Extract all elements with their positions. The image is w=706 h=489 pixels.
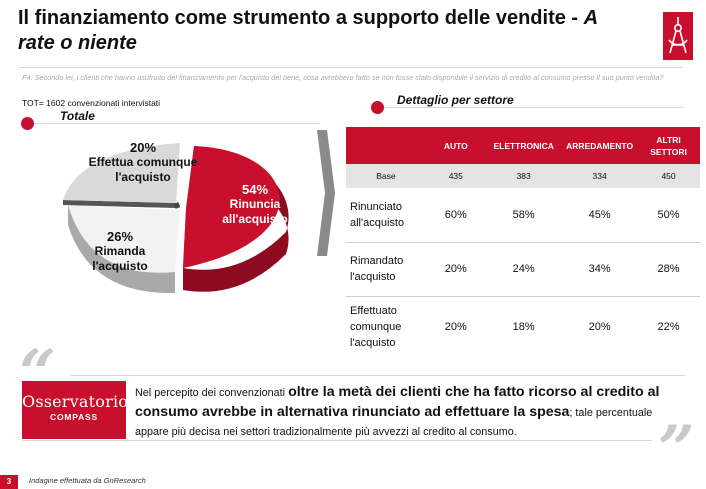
totale-underline bbox=[34, 123, 320, 124]
title-divider bbox=[18, 67, 683, 68]
pie-chart bbox=[63, 143, 289, 294]
compass-logo bbox=[663, 12, 693, 60]
col-header-auto: AUTO bbox=[425, 127, 487, 164]
table-cell: 60% bbox=[444, 208, 467, 221]
totale-heading: Totale bbox=[60, 109, 95, 123]
col-header-altri: ALTRI SETTORI bbox=[637, 127, 700, 164]
pie-label-effettua: 20% Effettua comunque l'acquisto bbox=[88, 140, 198, 184]
base-altri: 450 bbox=[637, 164, 700, 188]
table-cell: 45% bbox=[588, 208, 611, 221]
table-corner bbox=[346, 127, 427, 164]
totale-marker bbox=[21, 117, 34, 130]
source-note: Indagine effettuata da GnResearch bbox=[29, 476, 146, 485]
base-arredamento: 334 bbox=[561, 164, 638, 188]
table-cell: 18% bbox=[485, 295, 562, 358]
pie-label-rimanda: 26% Rimanda l'acquisto bbox=[92, 229, 148, 273]
row-label-rinunciato: Rinunciato all'acquisto bbox=[350, 200, 405, 229]
table-cell: 50% bbox=[657, 208, 680, 221]
table-cell: 20% bbox=[425, 241, 486, 296]
dettaglio-underline bbox=[384, 107, 684, 108]
page-title: Il finanziamento come strumento a suppor… bbox=[18, 7, 598, 54]
base-elettronica: 383 bbox=[485, 164, 562, 188]
pie-slice-rinuncia-side-front bbox=[183, 232, 286, 292]
table-row-base: Base 435 383 334 450 bbox=[346, 164, 700, 188]
page-number: 3 bbox=[0, 475, 18, 489]
table-row: Effettuato comunque l'acquisto 20% 18% 20%… bbox=[346, 295, 700, 358]
summary-top-line bbox=[70, 375, 685, 376]
table-row: Rimandato l'acquisto 20% 24% 34% 28% bbox=[346, 241, 700, 296]
summary-bottom-line bbox=[22, 440, 652, 441]
pie-slice-effettua bbox=[63, 143, 180, 203]
pie-label-rinuncia: 54% Rinuncia all'acquisto bbox=[222, 182, 288, 226]
sector-table: AUTO ELETTRONICA ARREDAMENTO ALTRI SETTO… bbox=[346, 127, 700, 358]
table-cell: 24% bbox=[485, 241, 562, 296]
table-cell: 22% bbox=[637, 295, 700, 358]
sample-size: TOT= 1602 convenzionati intervistati bbox=[22, 98, 161, 108]
dettaglio-heading: Dettaglio per settore bbox=[397, 93, 514, 107]
table-cell: 34% bbox=[561, 241, 638, 296]
col-header-arredamento: ARREDAMENTO bbox=[561, 127, 639, 164]
summary-text: Nel percepito dei convenzionati oltre la… bbox=[135, 384, 660, 438]
pie-slice-rimanda bbox=[68, 205, 180, 273]
dettaglio-marker bbox=[371, 101, 384, 114]
osservatorio-logo: Osservatorio COMPASS bbox=[22, 381, 128, 439]
table-cell: 20% bbox=[425, 295, 486, 358]
table-cell: 58% bbox=[512, 208, 535, 221]
table-row: Rinunciato all'acquisto 60% 58% 45% 50% bbox=[346, 188, 700, 242]
base-label: Base bbox=[346, 164, 426, 188]
row-label-rimandato: Rimandato l'acquisto bbox=[346, 241, 426, 296]
survey-question: F4. Secondo lei, i clienti che hanno usu… bbox=[22, 73, 664, 82]
chevron-right-icon bbox=[317, 130, 335, 256]
table-cell: 28% bbox=[637, 241, 700, 296]
table-cell: 20% bbox=[561, 295, 638, 358]
pie-slice-effettua-side bbox=[63, 200, 176, 208]
close-quote-icon: ” bbox=[658, 412, 695, 487]
col-header-elettronica: ELETTRONICA bbox=[485, 127, 563, 164]
row-label-effettuato: Effettuato comunque l'acquisto bbox=[346, 295, 426, 358]
base-auto: 435 bbox=[425, 164, 486, 188]
